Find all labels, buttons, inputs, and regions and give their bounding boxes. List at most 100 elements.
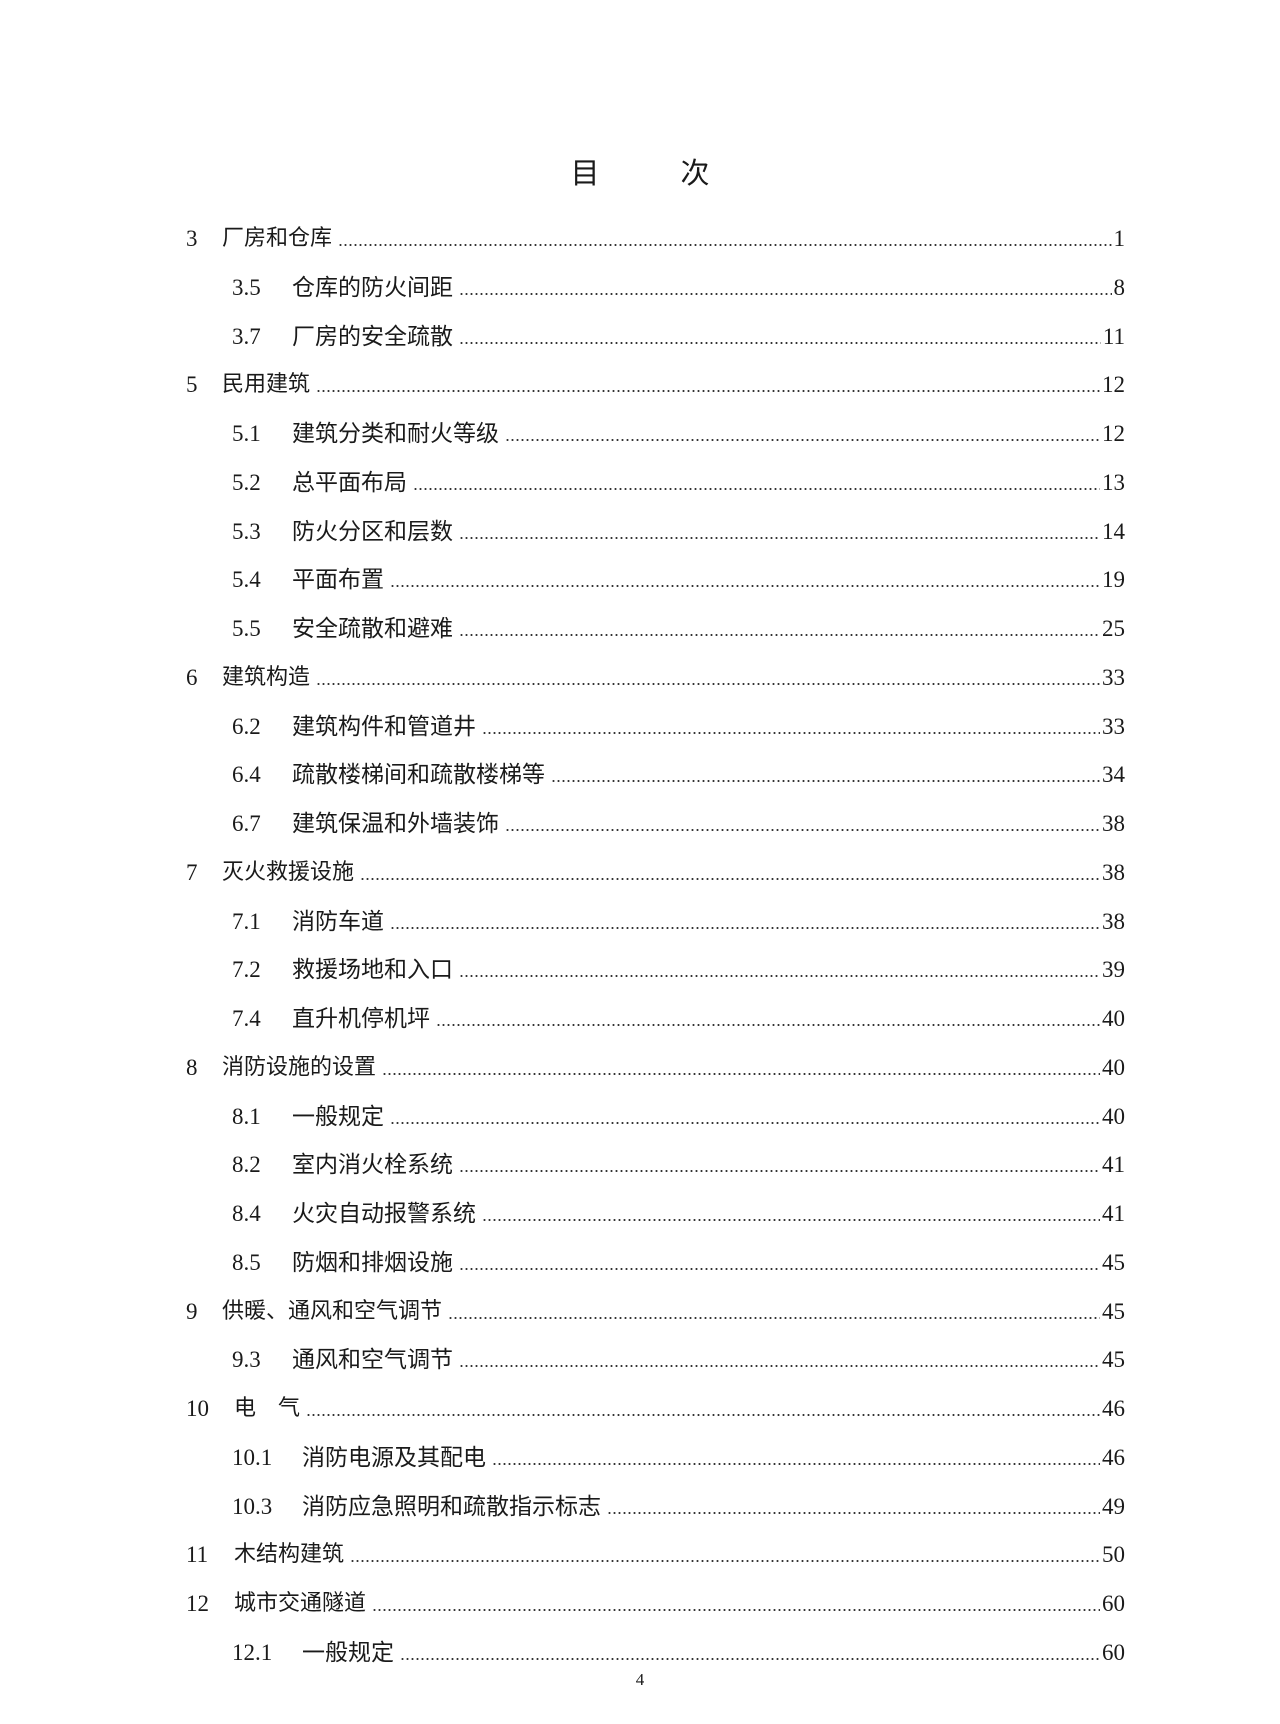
entry-number: 9 [186,1298,198,1324]
entry-page: 46 [1102,1444,1125,1470]
entry-title: 建筑构件和管道井 [292,713,476,739]
entry-page: 45 [1102,1249,1125,1275]
entry-number: 8.2 [232,1152,261,1178]
toc-section-entry[interactable]: 7.4 直升机停机坪 40 [232,1001,1125,1037]
entry-number: 5 [186,372,198,398]
toc-chapter-entry[interactable]: 3 厂房和仓库 1 [186,221,1125,257]
entry-page: 40 [1102,1054,1125,1080]
entry-title: 建筑保温和外墙装饰 [292,811,499,836]
dot-leader [400,1656,1100,1661]
entry-title: 建筑分类和耐火等级 [292,421,499,446]
entry-title: 仓库的防火间距 [292,274,453,300]
dot-leader [390,584,1100,589]
entry-title: 救援场地和入口 [292,957,453,983]
toc-section-entry[interactable]: 10.3 消防应急照明和疏散指示标志 49 [232,1489,1125,1525]
dot-leader [350,1559,1100,1564]
toc-section-entry[interactable]: 3.7 厂房的安全疏散 11 [232,319,1125,355]
entry-number: 12.1 [232,1639,273,1665]
dot-leader [505,828,1100,832]
dot-leader [390,1120,1100,1125]
dot-leader [372,1608,1100,1612]
dot-leader [360,876,1100,881]
entry-page: 40 [1102,1103,1125,1129]
dot-leader [551,779,1100,784]
toc-section-entry[interactable]: 5.2 总平面布局 13 [232,465,1125,501]
entry-title: 供暖、通风和空气调节 [222,1298,443,1324]
toc-chapter-entry[interactable]: 12 城市交通隧道 60 [186,1586,1125,1622]
toc-section-entry[interactable]: 5.5 安全疏散和避难 25 [232,611,1125,647]
entry-page: 33 [1102,713,1125,739]
dot-leader [413,486,1100,491]
toc-section-entry[interactable]: 10.1 消防电源及其配电 46 [232,1440,1125,1476]
toc-section-entry[interactable]: 8.5 防烟和排烟设施 45 [232,1245,1125,1281]
toc-section-entry[interactable]: 3.5 仓库的防火间距 8 [232,270,1125,306]
entry-title: 室内消火栓系统 [292,1152,453,1178]
entry-page: 12 [1102,421,1125,446]
toc-chapter-entry[interactable]: 5 民用建筑 12 [186,367,1125,403]
dot-leader [316,681,1100,686]
toc-chapter-entry[interactable]: 9 供暖、通风和空气调节 45 [186,1294,1125,1330]
toc-chapter-entry[interactable]: 10 电 气 46 [186,1391,1125,1427]
entry-page: 40 [1102,1006,1125,1031]
entry-page: 38 [1102,811,1125,836]
dot-leader [390,925,1100,930]
entry-page: 12 [1102,372,1125,398]
entry-title: 防火分区和层数 [292,518,453,544]
toc-section-entry[interactable]: 8.1 一般规定 40 [232,1099,1125,1135]
entry-page: 39 [1102,957,1125,983]
dot-leader [448,1315,1100,1320]
entry-page: 60 [1102,1591,1125,1616]
dot-leader [459,291,1112,296]
entry-title: 防烟和排烟设施 [292,1249,453,1275]
entry-page: 60 [1102,1639,1125,1665]
toc-chapter-entry[interactable]: 7 灭火救援设施 38 [186,855,1125,891]
toc-section-entry[interactable]: 5.3 防火分区和层数 14 [232,514,1125,550]
entry-page: 19 [1102,567,1125,593]
entry-page: 1 [1113,226,1126,251]
entry-title: 通风和空气调节 [292,1347,453,1373]
toc-section-entry[interactable]: 8.2 室内消火栓系统 41 [232,1147,1125,1183]
dot-leader [459,340,1101,345]
entry-number: 5.1 [232,421,261,446]
toc-section-entry[interactable]: 8.4 火灾自动报警系统 41 [232,1196,1125,1232]
entry-number: 5.5 [232,616,261,641]
toc-section-entry[interactable]: 5.1 建筑分类和耐火等级 12 [232,416,1125,452]
toc-section-entry[interactable]: 6.2 建筑构件和管道井 33 [232,709,1125,745]
toc-section-entry[interactable]: 6.4 疏散楼梯间和疏散楼梯等 34 [232,757,1125,793]
toc-section-entry[interactable]: 6.7 建筑保温和外墙装饰 38 [232,806,1125,842]
toc-section-entry[interactable]: 9.3 通风和空气调节 45 [232,1342,1125,1378]
toc-chapter-entry[interactable]: 6 建筑构造 33 [186,660,1125,696]
entry-title: 消防设施的设置 [222,1054,377,1080]
entry-title: 灭火救援设施 [222,859,355,885]
entry-number: 8.5 [232,1249,261,1275]
page-title: 目 次 [570,156,736,190]
entry-page: 49 [1102,1493,1125,1519]
entry-page: 38 [1102,859,1125,885]
toc-chapter-entry[interactable]: 8 消防设施的设置 40 [186,1050,1125,1086]
toc-section-entry[interactable]: 7.1 消防车道 38 [232,904,1125,940]
entry-title: 民用建筑 [222,372,311,398]
entry-page: 50 [1102,1542,1125,1568]
entry-number: 6.4 [232,762,261,788]
toc-chapter-entry[interactable]: 11 木结构建筑 50 [186,1537,1125,1573]
toc-section-entry[interactable]: 7.2 救援场地和入口 39 [232,952,1125,988]
entry-title: 平面布置 [292,567,384,593]
dot-leader [459,633,1100,637]
toc-section-entry[interactable]: 5.4 平面布置 19 [232,562,1125,598]
entry-title: 消防应急照明和疏散指示标志 [302,1493,601,1519]
dot-leader [607,1510,1100,1515]
entry-title: 城市交通隧道 [234,1591,367,1616]
entry-page: 33 [1102,664,1125,690]
entry-number: 5.3 [232,518,261,544]
entry-number: 3.7 [232,323,261,349]
entry-title: 消防电源及其配电 [302,1444,486,1470]
dot-leader [482,1218,1100,1222]
entry-title: 直升机停机坪 [292,1006,430,1031]
entry-number: 7.1 [232,908,261,934]
entry-number: 10.1 [232,1444,273,1470]
toc-section-entry[interactable]: 12.1 一般规定 60 [232,1635,1125,1671]
entry-page: 41 [1102,1152,1125,1178]
entry-number: 5.2 [232,469,261,495]
dot-leader [482,730,1100,735]
dot-leader [459,1364,1100,1369]
